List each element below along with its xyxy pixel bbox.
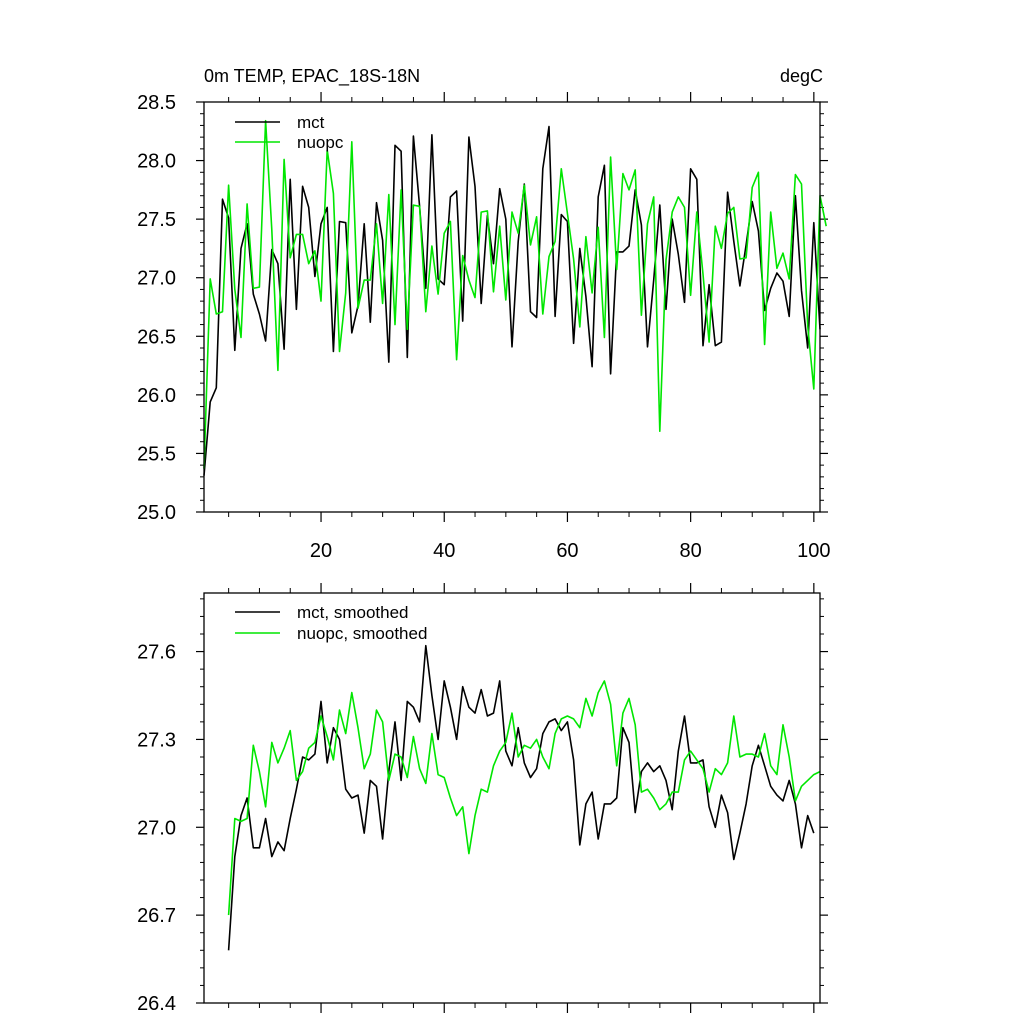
top-ytick-label: 25.0 xyxy=(137,502,176,524)
bottom-series-mct-smoothed xyxy=(227,644,815,951)
bottom-panel: 26.4 26.7 27.0 27.3 27.6 mct, smoothed nuopc… xyxy=(137,583,828,1015)
legend-label-nuopc: nuopc xyxy=(297,133,344,152)
top-xtick-label: 80 xyxy=(680,540,702,562)
bottom-series-nuopc-smoothed xyxy=(227,680,821,916)
legend-label-mct: mct xyxy=(297,113,325,132)
top-ytick-label: 28.0 xyxy=(137,151,176,173)
top-xtick-label: 40 xyxy=(433,540,455,562)
bottom-ticks: 26.4 26.7 27.0 27.3 27.6 xyxy=(137,583,828,1015)
bottom-ytick-label: 27.3 xyxy=(137,729,176,751)
bottom-ytick-label: 26.7 xyxy=(137,905,176,927)
top-xtick-label: 60 xyxy=(556,540,578,562)
top-ytick-label: 26.5 xyxy=(137,326,176,348)
bottom-legend: mct, smoothed nuopc, smoothed xyxy=(235,603,427,643)
bottom-series-lines xyxy=(227,644,821,951)
top-xtick-label: 20 xyxy=(310,540,332,562)
top-title-right: degC xyxy=(780,66,823,86)
bottom-ytick-label: 27.6 xyxy=(137,642,176,664)
top-panel: 0m TEMP, EPAC_18S-18N degC 25.025.526.02… xyxy=(137,66,830,562)
top-plot-frame xyxy=(203,101,821,513)
top-series-nuopc xyxy=(203,119,827,469)
bottom-plot-frame xyxy=(203,592,821,1004)
top-title-left: 0m TEMP, EPAC_18S-18N xyxy=(204,66,420,87)
legend-label-nuopc-smoothed: nuopc, smoothed xyxy=(297,624,427,643)
top-ytick-label: 27.5 xyxy=(137,209,176,231)
top-ticks: 25.0 25.5 26.0 26.5 27.0 27.5 28.0 28.5 20 40 60 80… xyxy=(137,92,831,562)
top-series-lines xyxy=(203,119,827,476)
bottom-ytick-label: 27.0 xyxy=(137,817,176,839)
top-ytick-label: 26.0 xyxy=(137,385,176,407)
bottom-ytick-label: 26.4 xyxy=(137,993,176,1015)
legend-label-mct-smoothed: mct, smoothed xyxy=(297,603,409,622)
top-xtick-label: 100 xyxy=(797,540,830,562)
top-series-mct xyxy=(203,125,821,476)
top-legend: mct nuopc xyxy=(235,113,344,152)
top-ytick-label: 25.5 xyxy=(137,443,176,465)
top-ytick-label: 28.5 xyxy=(137,92,176,114)
top-ytick-label: 27.0 xyxy=(137,268,176,290)
